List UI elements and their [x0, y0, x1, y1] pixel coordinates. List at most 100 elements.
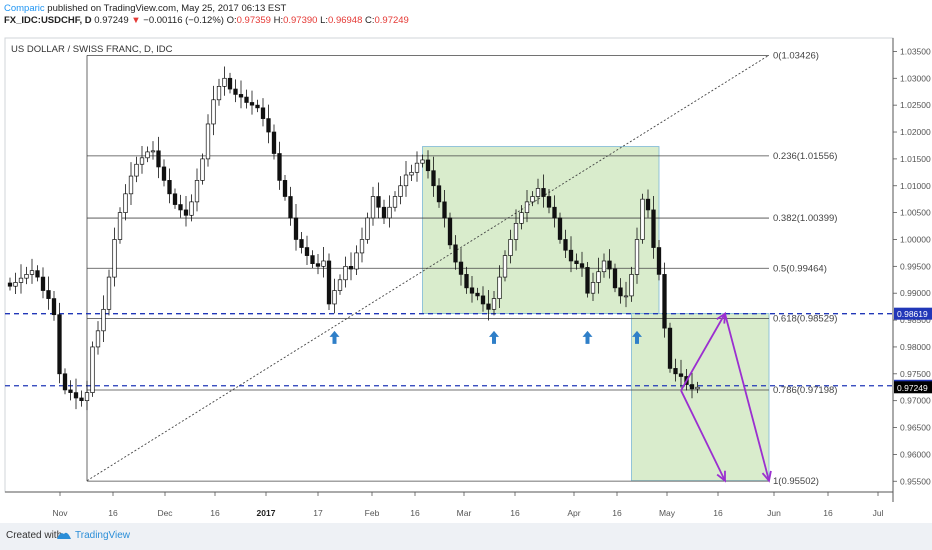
candle	[288, 196, 293, 219]
candle	[464, 274, 469, 289]
candle	[541, 188, 546, 197]
x-tick-label: Jun	[767, 508, 781, 518]
candle	[552, 206, 557, 219]
x-tick-label: 2017	[257, 508, 276, 518]
candle	[447, 217, 453, 246]
fib-label-6: 1(0.95502)	[773, 476, 819, 487]
y-tick-label: 1.02000	[900, 127, 931, 137]
y-tick-label: 0.95500	[900, 476, 931, 486]
trend-line	[86, 54, 770, 482]
candle	[519, 212, 524, 224]
y-tick-label: 0.96000	[900, 449, 931, 459]
candle	[57, 314, 62, 375]
candle	[486, 303, 491, 310]
x-tick-label: 16	[612, 508, 622, 518]
y-tick-label: 1.00000	[900, 234, 931, 244]
candle	[304, 247, 310, 256]
candle	[40, 276, 46, 291]
candle	[651, 209, 656, 248]
candle	[662, 274, 667, 329]
candle	[409, 171, 414, 176]
candle	[266, 118, 271, 133]
y-tick-label: 1.01000	[900, 181, 931, 191]
candle	[348, 265, 354, 270]
x-tick-label: Mar	[457, 508, 472, 518]
candle	[238, 94, 244, 98]
candle	[321, 260, 326, 267]
candle	[293, 217, 299, 240]
candle	[35, 270, 40, 278]
candle	[145, 151, 150, 159]
candle	[106, 276, 112, 310]
candle	[299, 239, 304, 248]
candle	[392, 196, 398, 208]
candle	[90, 346, 95, 393]
candle	[172, 193, 178, 205]
candle	[18, 277, 24, 283]
symbol-label: FX_IDC:USDCHF, D	[4, 15, 92, 26]
candle	[205, 123, 211, 160]
candle	[62, 373, 68, 391]
last-price: 0.97249	[94, 15, 129, 26]
candle	[590, 282, 596, 294]
price-badge	[894, 381, 932, 394]
published-text: published on TradingView.com, May 25, 20…	[44, 3, 287, 14]
projection-arrow-direct-head-icon	[716, 470, 726, 483]
close-label: C:	[365, 15, 375, 26]
candle	[271, 131, 277, 154]
price-badge	[894, 307, 932, 320]
candle	[381, 206, 387, 219]
price-badge-label: 0.97249	[897, 383, 928, 393]
candle	[95, 330, 101, 348]
down-arrow-icon: ▼	[131, 15, 141, 26]
price-chart[interactable]: 0(1.03426) 0.236(1.01556) 0.382(1.00399) 0.…	[0, 0, 932, 523]
candle	[249, 102, 255, 106]
candle	[387, 206, 392, 219]
candle	[513, 223, 519, 240]
candle	[79, 397, 84, 402]
candle	[178, 204, 183, 211]
candle	[112, 239, 117, 278]
projection-arrow-down-head-icon	[761, 470, 772, 483]
candle	[414, 162, 420, 173]
x-tick-label: Dec	[157, 508, 173, 518]
candle	[370, 196, 376, 219]
candle	[403, 174, 409, 187]
y-tick-label: 0.98500	[900, 315, 931, 325]
candle	[161, 166, 167, 181]
candle	[469, 287, 475, 294]
low-value: 0.96948	[328, 15, 363, 26]
candle	[365, 217, 370, 240]
candle	[524, 201, 530, 213]
candle	[629, 274, 634, 297]
y-tick-label: 1.01500	[900, 154, 931, 164]
candle	[425, 159, 431, 172]
candle	[326, 260, 332, 305]
candle	[123, 193, 128, 213]
candle	[678, 373, 684, 377]
x-tick-label: May	[659, 508, 676, 518]
candle	[502, 255, 508, 278]
candle	[491, 298, 497, 310]
candle	[634, 239, 640, 275]
chart-title: US DOLLAR / SWISS FRANC, D, IDC	[11, 44, 173, 55]
candle	[557, 217, 563, 240]
candle	[673, 368, 678, 375]
author-link[interactable]: Comparic	[4, 3, 45, 14]
y-tick-label: 1.02500	[900, 100, 931, 110]
candle	[255, 104, 260, 109]
candle	[310, 255, 315, 265]
candle	[167, 180, 172, 195]
candle	[579, 263, 585, 268]
candle	[607, 260, 612, 270]
tradingview-logo-icon	[57, 532, 71, 539]
x-tick-label: Feb	[365, 508, 380, 518]
candle	[84, 392, 90, 402]
tradingview-link[interactable]: TradingView	[75, 530, 131, 541]
support-arrow-icon	[632, 330, 642, 344]
candle	[612, 268, 618, 289]
plot-frame	[4, 37, 894, 493]
candle	[574, 260, 579, 265]
candle	[68, 389, 73, 393]
x-tick-label: 17	[313, 508, 323, 518]
